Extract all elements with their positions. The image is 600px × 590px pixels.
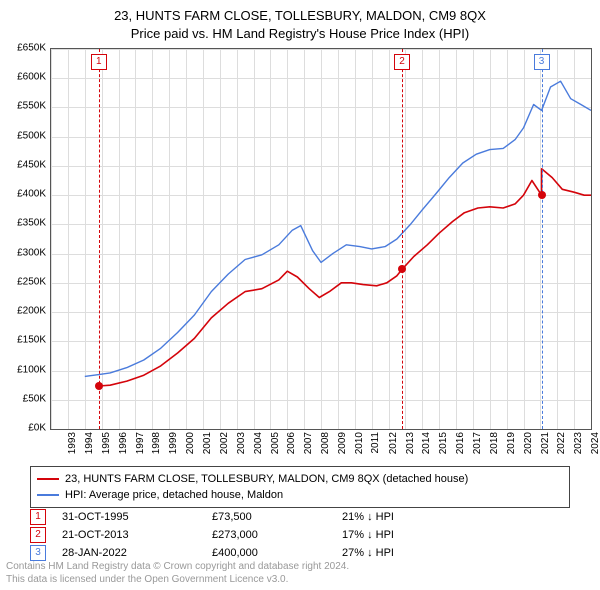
chart-marker-box: 2 [394,54,410,70]
footer-attribution: Contains HM Land Registry data © Crown c… [6,561,594,586]
footer-line2: This data is licensed under the Open Gov… [6,574,288,585]
chart-lines-svg [51,49,591,429]
legend-label-hpi: HPI: Average price, detached house, Mald… [65,489,283,501]
legend-row: 23, HUNTS FARM CLOSE, TOLLESBURY, MALDON… [37,471,563,487]
y-axis-tick: £50K [0,393,46,404]
chart-plot-area [50,48,592,430]
chart-legend: 23, HUNTS FARM CLOSE, TOLLESBURY, MALDON… [30,466,570,508]
sale-price: £400,000 [212,547,342,559]
x-axis-tick: 2020 [522,432,533,454]
x-axis-tick: 1993 [67,432,78,454]
y-axis-tick: £450K [0,159,46,170]
y-axis-tick: £250K [0,276,46,287]
x-axis-tick: 2012 [387,432,398,454]
y-axis-tick: £150K [0,335,46,346]
x-axis-tick: 2000 [185,432,196,454]
x-axis-tick: 2011 [370,432,381,454]
x-axis-tick: 2016 [455,432,466,454]
x-axis-tick: 2007 [303,432,314,454]
x-axis-tick: 2015 [438,432,449,454]
x-axis-tick: 2009 [337,432,348,454]
sales-table: 1 31-OCT-1995 £73,500 21% ↓ HPI 2 21-OCT… [30,508,570,562]
sale-date: 28-JAN-2022 [62,547,212,559]
x-axis-tick: 1997 [134,432,145,454]
x-axis-tick: 2005 [269,432,280,454]
y-axis-tick: £350K [0,218,46,229]
table-row: 1 31-OCT-1995 £73,500 21% ↓ HPI [30,508,570,526]
chart-marker-box: 1 [91,54,107,70]
chart-marker-dot [398,265,406,273]
sale-date: 31-OCT-1995 [62,511,212,523]
y-axis-tick: £600K [0,72,46,83]
x-axis-tick: 2021 [539,432,550,454]
x-axis-tick: 2003 [236,432,247,454]
x-axis-tick: 2014 [421,432,432,454]
chart-marker-dot [95,382,103,390]
x-axis-tick: 2024 [590,432,600,454]
sale-price: £273,000 [212,529,342,541]
chart-title-line1: 23, HUNTS FARM CLOSE, TOLLESBURY, MALDON… [0,8,600,23]
marker-box-2: 2 [30,527,46,543]
x-axis-tick: 2002 [219,432,230,454]
marker-box-1: 1 [30,509,46,525]
y-axis-tick: £650K [0,43,46,54]
table-row: 3 28-JAN-2022 £400,000 27% ↓ HPI [30,544,570,562]
sale-delta: 17% ↓ HPI [342,529,472,541]
y-axis-tick: £500K [0,130,46,141]
footer-line1: Contains HM Land Registry data © Crown c… [6,561,349,572]
x-axis-tick: 2023 [573,432,584,454]
chart-marker-dot [538,191,546,199]
x-axis-tick: 2008 [320,432,331,454]
legend-label-price: 23, HUNTS FARM CLOSE, TOLLESBURY, MALDON… [65,473,468,485]
x-axis-tick: 1994 [84,432,95,454]
chart-marker-box: 3 [534,54,550,70]
x-axis-tick: 2017 [472,432,483,454]
marker-box-3: 3 [30,545,46,561]
y-axis-tick: £400K [0,189,46,200]
x-axis-tick: 2010 [354,432,365,454]
table-row: 2 21-OCT-2013 £273,000 17% ↓ HPI [30,526,570,544]
legend-swatch-price [37,478,59,480]
y-axis-tick: £300K [0,247,46,258]
x-axis-tick: 2019 [506,432,517,454]
x-axis-tick: 2018 [489,432,500,454]
x-axis-tick: 1999 [168,432,179,454]
y-axis-tick: £100K [0,364,46,375]
chart-title-line2: Price paid vs. HM Land Registry's House … [0,26,600,41]
x-axis-tick: 1998 [151,432,162,454]
x-axis-tick: 2001 [202,432,213,454]
sale-price: £73,500 [212,511,342,523]
y-axis-tick: £550K [0,101,46,112]
y-axis-tick: £200K [0,306,46,317]
y-axis-tick: £0K [0,423,46,434]
x-axis-tick: 2006 [286,432,297,454]
x-axis-tick: 1996 [117,432,128,454]
x-axis-tick: 2004 [252,432,263,454]
sale-delta: 27% ↓ HPI [342,547,472,559]
x-axis-tick: 1995 [101,432,112,454]
x-axis-tick: 2022 [556,432,567,454]
x-axis-tick: 2013 [404,432,415,454]
sale-date: 21-OCT-2013 [62,529,212,541]
sale-delta: 21% ↓ HPI [342,511,472,523]
legend-row: HPI: Average price, detached house, Mald… [37,487,563,503]
legend-swatch-hpi [37,494,59,496]
